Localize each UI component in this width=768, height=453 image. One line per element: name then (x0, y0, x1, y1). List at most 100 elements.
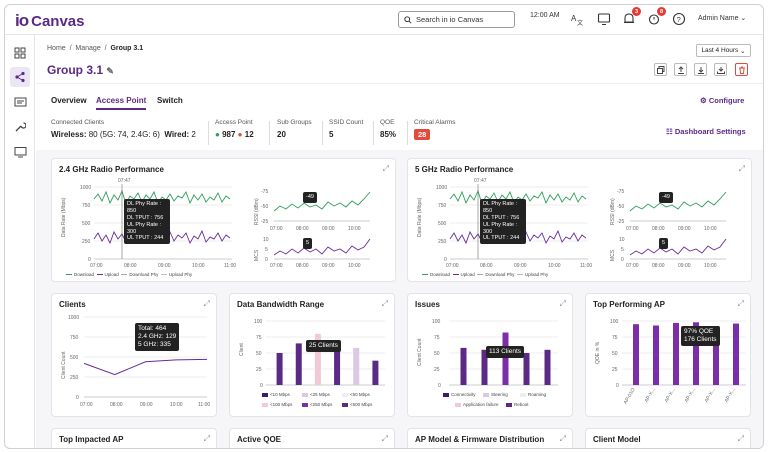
bar[interactable] (295, 343, 302, 385)
bar[interactable] (314, 333, 321, 385)
user-name: Admin Name (698, 15, 739, 22)
critical-alarms-value[interactable]: 28 (414, 129, 431, 140)
monitor-icon[interactable] (597, 12, 611, 26)
bar[interactable] (633, 324, 639, 385)
tab-access-point[interactable]: Access Point (96, 96, 147, 110)
search-icon (404, 15, 412, 24)
legend-swatch (262, 402, 268, 407)
y-tick: 25 (256, 367, 262, 373)
bar[interactable] (673, 322, 679, 385)
bar[interactable] (544, 349, 551, 385)
sidebar-item-dashboard[interactable] (10, 43, 30, 63)
radio-24-charts: Data Rate (Mbps) 1000 750 500 250 0 07:4… (61, 178, 371, 269)
expand-icon[interactable]: ⤢ (381, 434, 388, 443)
legend-label: Download Phy (485, 272, 515, 277)
expand-icon[interactable]: ⤢ (559, 434, 566, 443)
card-title: Issues (415, 300, 440, 309)
legend-swatch (422, 274, 428, 275)
sidebar-item-tools[interactable] (10, 117, 30, 137)
x-tick: 07:00 (626, 263, 639, 269)
configure-button[interactable]: ⚙ Configure (700, 96, 744, 105)
alarm-clock-icon[interactable]: 8 (647, 7, 666, 26)
ap-model-card: AP Model & Firmware Distribution ⤢ (407, 428, 573, 448)
copy-button[interactable] (654, 63, 667, 76)
help-icon[interactable]: ? (672, 12, 686, 26)
tab-overview[interactable]: Overview (51, 96, 87, 105)
legend-swatch (302, 402, 308, 407)
logo[interactable]: io Canvas (15, 11, 84, 31)
user-menu[interactable]: Admin Name ⌄ (698, 14, 746, 22)
expand-icon[interactable]: ⤢ (737, 299, 744, 308)
radio-24-card: 2.4 GHz Radio Performance ⤢ Data Rate (M… (51, 158, 396, 282)
legend-label: Download (430, 272, 451, 277)
card-title: AP Model & Firmware Distribution (415, 435, 545, 444)
tab-bar: Overview Access Point Switch ⚙ Configure (36, 83, 763, 113)
x-tick: 09:00 (322, 263, 335, 269)
edit-icon[interactable]: ✎ (106, 66, 114, 76)
time-range-select[interactable]: Last 4 Hours ⌄ (696, 44, 751, 57)
rssi-label: RSSI (dBm) (610, 198, 616, 225)
sidebar-item-monitor[interactable] (10, 142, 30, 162)
upload-icon (677, 65, 684, 74)
radio-tooltip: DL Phy Rate : 850 DL TPUT : 756 UL Phy Rat… (480, 199, 526, 245)
divider (208, 121, 209, 145)
divider (322, 121, 323, 145)
y-tick: 100 (254, 319, 263, 325)
tip-line: UL Phy Rate : 300 (127, 221, 162, 235)
legend-swatch (302, 392, 308, 397)
bar[interactable] (481, 349, 488, 385)
mcs-tick: 0 (265, 257, 268, 263)
legend-label: Application failure (463, 402, 499, 407)
export-button[interactable] (714, 63, 727, 76)
expand-icon[interactable]: ⤢ (737, 434, 744, 443)
expand-icon[interactable]: ⤢ (203, 434, 210, 443)
sidebar-item-manage[interactable] (10, 67, 30, 87)
bar[interactable] (502, 332, 509, 385)
upload-button[interactable] (674, 63, 687, 76)
mcs-tick: 10 (263, 237, 269, 243)
tab-switch[interactable]: Switch (157, 96, 183, 105)
bar[interactable] (334, 345, 341, 385)
grid-icon (14, 47, 26, 59)
rssi-tick: -75 (617, 189, 624, 195)
download-button[interactable] (694, 63, 707, 76)
bar[interactable] (653, 325, 659, 385)
expand-icon[interactable]: ⤢ (738, 164, 745, 173)
expand-icon[interactable]: ⤢ (203, 299, 210, 308)
x-tick: 07:00 (270, 263, 283, 269)
dashboard-settings-button[interactable]: ☷ Dashboard Settings (666, 127, 746, 136)
breadcrumb-home[interactable]: Home (47, 45, 66, 52)
legend-swatch (477, 274, 484, 275)
time-marker: 07:47 (118, 178, 131, 184)
legend-label: <50 Mbps (350, 392, 370, 397)
top-bar: io Canvas Search in io Canvas 12:00 AM A… (5, 5, 763, 35)
x-tick: 08:00 (110, 402, 123, 408)
sidebar-item-devices[interactable] (10, 92, 30, 112)
delete-button[interactable] (735, 63, 748, 76)
connected-clients-value: Wireless: 80 (5G: 74, 2.4G: 6) Wired: 2 (51, 130, 196, 139)
search-input[interactable]: Search in io Canvas (398, 11, 515, 28)
legend-swatch (443, 392, 449, 397)
bar[interactable] (460, 347, 467, 385)
bar[interactable] (733, 323, 739, 385)
expand-icon[interactable]: ⤢ (382, 164, 389, 173)
bar[interactable] (353, 347, 360, 385)
bell-icon[interactable]: 3 (622, 7, 641, 26)
bar[interactable] (693, 322, 699, 385)
expand-icon[interactable]: ⤢ (381, 299, 388, 308)
expand-icon[interactable]: ⤢ (559, 299, 566, 308)
bar[interactable] (523, 353, 530, 385)
radio-tooltip: DL Phy Rate : 850 DL TPUT : 756 UL Phy Rat… (124, 199, 170, 245)
bar[interactable] (276, 353, 283, 385)
x-tick: 07:00 (626, 226, 639, 232)
legend-swatch (452, 274, 459, 275)
x-tick: 08:00 (296, 263, 309, 269)
svg-text:?: ? (677, 15, 681, 24)
bar[interactable] (713, 326, 719, 385)
status-down-dot: ● (237, 130, 243, 139)
bar[interactable] (372, 360, 379, 385)
legend-label: <10 Mbps (270, 392, 290, 397)
breadcrumb-manage[interactable]: Manage (75, 45, 101, 52)
x-tick: 10:00 (348, 263, 361, 269)
